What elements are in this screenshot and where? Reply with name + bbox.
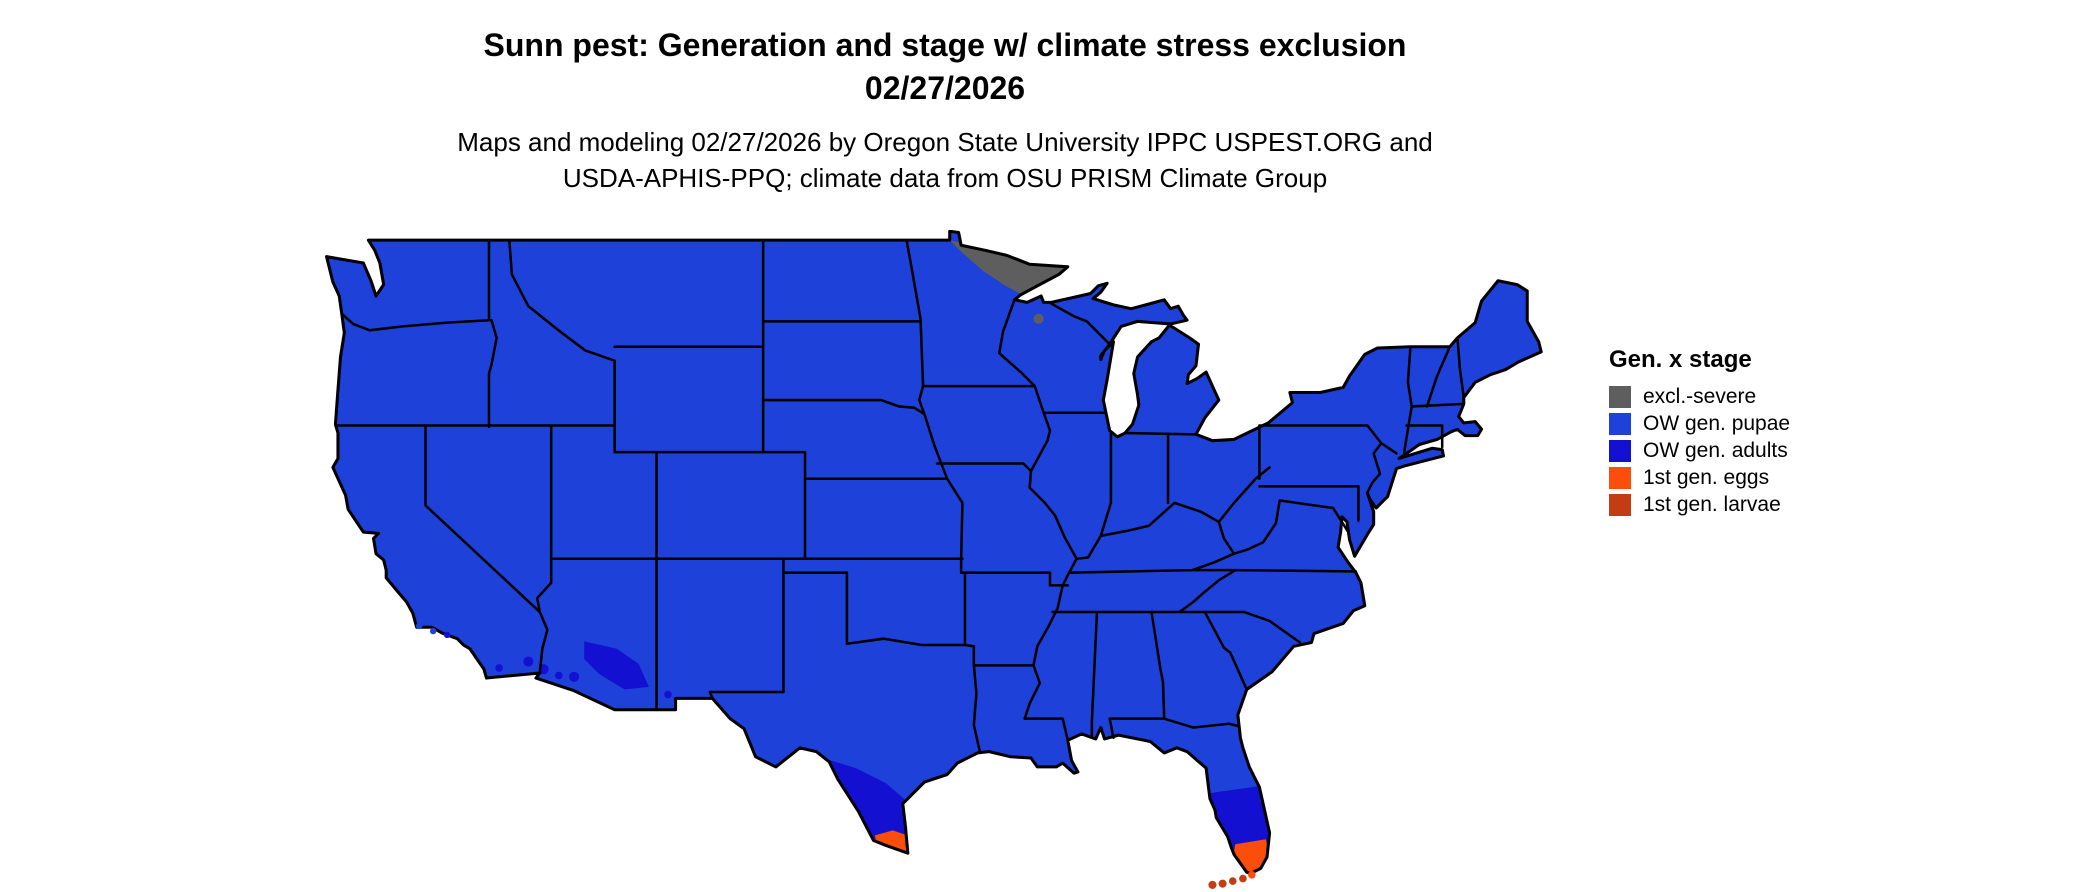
legend-item-ow-adults: OW gen. adults: [1609, 439, 1790, 462]
legend-item-ow-pupae: OW gen. pupae: [1609, 412, 1791, 435]
legend-swatch-excl-severe: [1609, 386, 1631, 408]
chart-subtitle: Maps and modeling 02/27/2026 by Oregon S…: [0, 124, 1890, 196]
legend-item-excl-severe: excl.-severe: [1609, 385, 1790, 408]
legend-label: 1st gen. eggs: [1643, 466, 1770, 489]
chart-title-line1: Sunn pest: Generation and stage w/ clima…: [483, 27, 1407, 63]
legend-label: OW gen. pupae: [1643, 412, 1791, 435]
map-region-excl-severe-wisconsin-speck: [1033, 313, 1044, 324]
map-region-larvae-florida-keys: [1239, 874, 1247, 883]
map-region-larvae-florida-keys: [1208, 880, 1217, 889]
legend-swatch-larvae: [1609, 494, 1631, 516]
chart-title-date: 02/27/2026: [864, 70, 1026, 106]
chart-title: Sunn pest: Generation and stage w/ clima…: [0, 24, 1890, 110]
map-region-ow-adults-california-speck: [555, 671, 563, 680]
legend-item-larvae: 1st gen. larvae: [1609, 493, 1790, 516]
map-region-eggs-florida-keys: [1248, 870, 1256, 879]
map-region-channel-island: [429, 627, 437, 635]
map-region-ow-adults-arizona-speck: [568, 671, 580, 682]
legend-label: excl.-severe: [1643, 385, 1757, 408]
map-region-ow-adults-california-speck: [523, 656, 534, 667]
legend-item-eggs: 1st gen. eggs: [1609, 466, 1790, 489]
us-map: [325, 230, 1544, 890]
map-region-channel-island: [416, 622, 423, 630]
us-map-svg: [325, 230, 1543, 889]
chart-subtitle-line2: USDA-APHIS-PPQ; climate data from OSU PR…: [562, 163, 1328, 193]
state-borders: [334, 238, 1466, 755]
map-region-larvae-florida-keys: [1218, 879, 1227, 888]
map-region-ow-adults-california-speck: [495, 664, 503, 672]
legend-title: Gen. x stage: [1609, 346, 1752, 373]
chart-subtitle-line1: Maps and modeling 02/27/2026 by Oregon S…: [457, 127, 1433, 157]
legend-label: OW gen. adults: [1643, 439, 1788, 462]
legend-label: 1st gen. larvae: [1643, 493, 1781, 516]
map-region-larvae-florida-keys: [1228, 877, 1237, 885]
legend-swatch-ow-pupae: [1609, 413, 1631, 435]
map-region-ow-adults-new-mexico-speck: [664, 690, 672, 699]
legend-swatch-ow-adults: [1609, 440, 1631, 462]
legend: Gen. x stage excl.-severe OW gen. pupae …: [1609, 346, 1790, 521]
map-region-ow-adults-arizona-speck: [625, 674, 635, 684]
legend-swatch-eggs: [1609, 467, 1631, 489]
map-region-excl-severe-minnesota: [949, 240, 1068, 295]
map-region-eggs-florida-tip: [1232, 839, 1270, 874]
map-land-ow-pupae: [326, 231, 1542, 874]
map-region-channel-island: [443, 631, 451, 639]
